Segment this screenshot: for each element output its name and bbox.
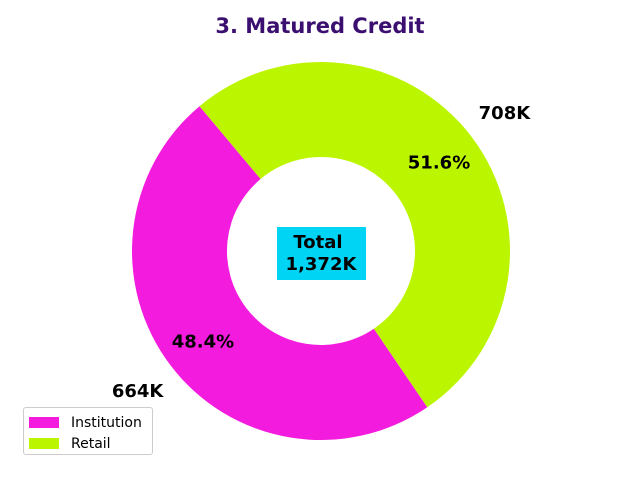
legend-item-retail: Retail xyxy=(29,433,152,454)
legend-swatch-retail xyxy=(29,438,59,449)
legend: Institution Retail xyxy=(23,407,153,455)
slice-institution xyxy=(132,106,428,440)
donut-slices xyxy=(132,61,511,440)
slice-retail xyxy=(199,61,511,408)
legend-label-retail: Retail xyxy=(71,435,111,452)
chart-title: 3. Matured Credit xyxy=(215,14,424,38)
slice-labels: 48.4% 664K 51.6% 708K xyxy=(112,103,531,402)
legend-swatch-institution xyxy=(29,417,59,428)
center-total-value: 1,372K xyxy=(286,254,358,275)
center-total-box xyxy=(277,227,366,280)
value-label-institution: 664K xyxy=(112,381,165,402)
value-label-retail: 708K xyxy=(479,103,532,124)
center-total-label: Total xyxy=(293,232,342,253)
percent-label-retail: 51.6% xyxy=(408,153,470,174)
legend-label-institution: Institution xyxy=(71,414,142,431)
legend-item-institution: Institution xyxy=(29,412,152,433)
percent-label-institution: 48.4% xyxy=(172,331,234,352)
